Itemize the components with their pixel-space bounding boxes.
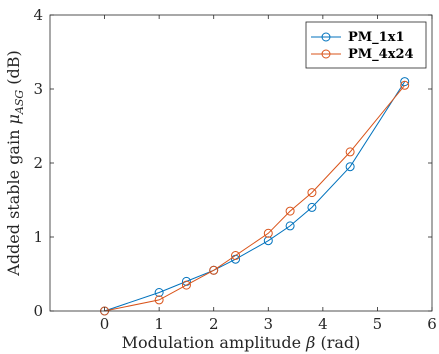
data-point-pm-1x1-6 [285,221,295,231]
data-point-pm-4x24-5 [263,228,273,238]
data-point-pm-4x24-9 [400,80,410,90]
data-point-pm-4x24-8 [345,147,355,157]
x-tick-label-2: 2 [209,315,219,333]
tick-label-layer: 0 1 2 3 4 5 6 0 1 2 3 4 [33,6,436,333]
series-layer [100,77,410,316]
x-tick-label-6: 6 [427,315,437,333]
data-point-pm-4x24-6 [285,206,295,216]
y-tick-label-2: 2 [33,154,43,172]
x-tick-label-0: 0 [100,315,110,333]
axis-layer [49,14,433,312]
y-tick-label-1: 1 [33,228,43,246]
series-line-pm-1x1 [104,81,406,312]
legend-box [305,21,427,69]
data-point-pm-1x1-5 [263,236,273,246]
legend-item-pm-1x1: PM_1x1 [311,30,405,45]
series-line-pm-4x24 [104,84,406,312]
y-tick-label-0: 0 [33,302,43,320]
data-point-pm-4x24-3 [209,265,219,275]
legend-label-pm-4x24: PM_4x24 [348,47,414,62]
legend-marker-pm-4x24 [321,49,331,59]
x-axis-title: Modulation amplitude β (rad) [122,333,361,352]
x-tick-label-4: 4 [318,315,328,333]
x-tick-label-5: 5 [373,315,383,333]
legend: PM_1x1 PM_4x24 [305,21,427,69]
legend-item-pm-4x24: PM_4x24 [311,47,414,62]
data-point-pm-4x24-1 [154,295,164,305]
legend-label-pm-1x1: PM_1x1 [348,30,405,45]
y-tick-label-4: 4 [33,6,43,24]
data-point-pm-1x1-1 [154,288,164,297]
x-tick-label-1: 1 [154,315,164,333]
data-point-pm-1x1-8 [345,162,355,172]
data-point-pm-4x24-2 [181,280,191,290]
y-tick-label-3: 3 [33,80,43,98]
y-axis-title: Added stable gain μASG (dB) [4,50,26,276]
data-point-pm-4x24-7 [307,188,317,198]
data-point-pm-1x1-7 [307,202,317,212]
x-tick-label-3: 3 [264,315,274,333]
legend-marker-pm-1x1 [321,32,331,42]
data-point-pm-4x24-4 [231,251,241,260]
